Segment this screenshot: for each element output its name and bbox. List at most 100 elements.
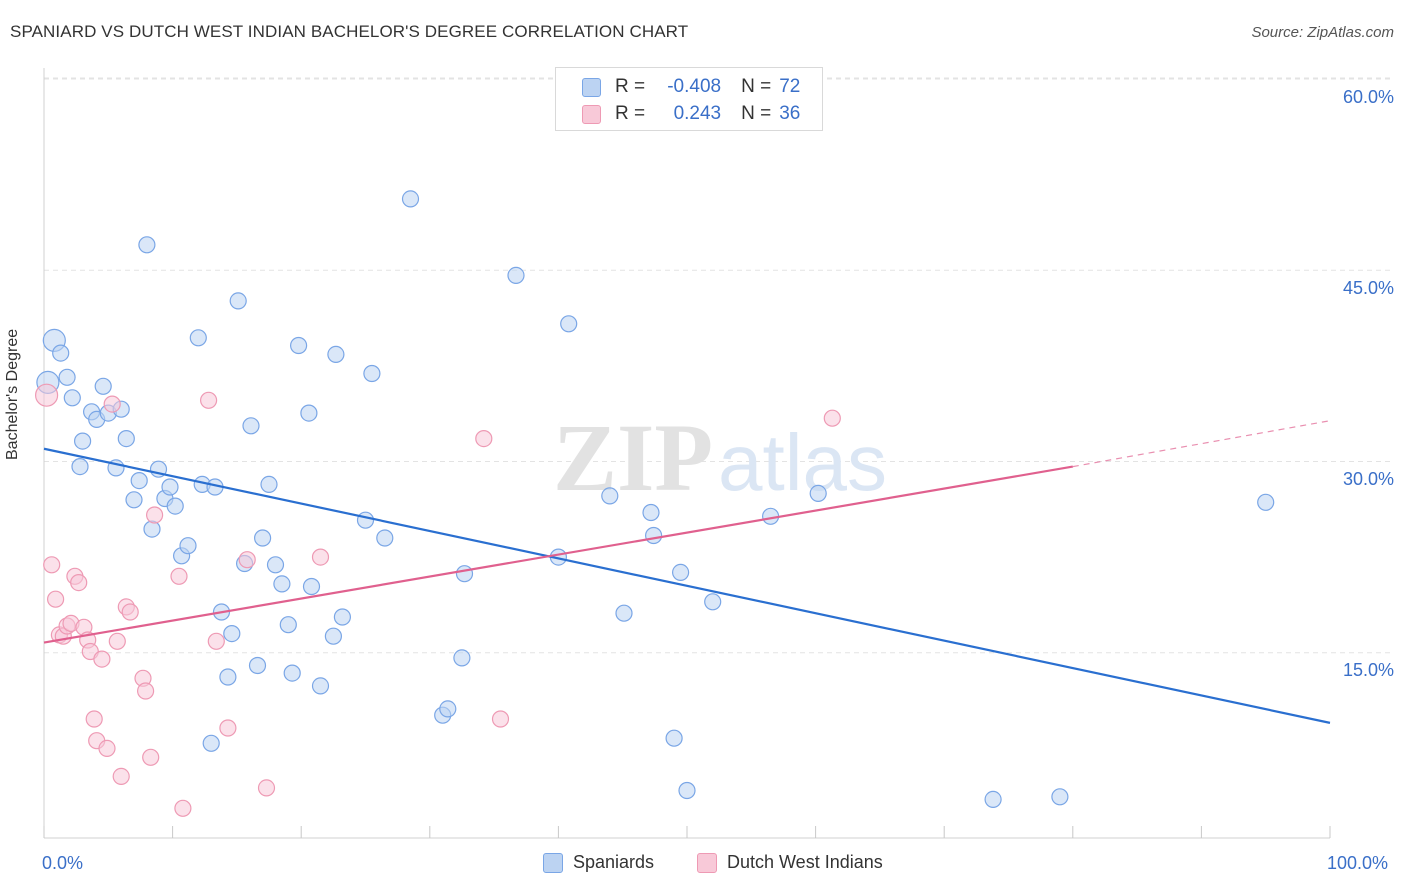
dutch-west-indians-point — [98, 739, 116, 758]
spaniards-point — [130, 472, 148, 490]
watermark-layer: ZIP atlas — [553, 404, 887, 511]
dutch-west-indians-trend-extension — [1072, 420, 1331, 468]
spaniards-point — [984, 790, 1002, 809]
spaniards-point — [58, 368, 76, 386]
spaniards-point — [376, 529, 394, 547]
dutch-west-indians-point — [142, 748, 160, 766]
legend-label-spaniards: Spaniards — [573, 852, 655, 872]
spaniards-point — [273, 575, 291, 593]
dutch-west-indians-point — [238, 551, 256, 569]
n-label: N = — [741, 76, 772, 97]
y-tick-label-15: 15.0% — [1342, 660, 1394, 680]
dutch-west-indians-point — [137, 682, 155, 700]
spaniards-point — [73, 432, 92, 450]
r-label: R = — [615, 76, 646, 97]
spaniards-point — [279, 616, 297, 634]
spaniards-point — [311, 677, 330, 695]
r-value: -0.408 — [667, 76, 722, 97]
spaniards-point — [179, 537, 197, 555]
spaniards-point — [455, 565, 474, 583]
spaniards-point — [363, 364, 381, 383]
y-tick-label-30: 30.0% — [1342, 469, 1394, 489]
spaniards-point — [219, 668, 237, 686]
dutch-west-indians-point — [43, 556, 61, 574]
dutch-west-indians-point — [475, 430, 493, 448]
dutch-west-indians-point — [257, 779, 276, 797]
spaniards-point — [138, 236, 156, 254]
dutch-west-indians-point — [93, 650, 111, 668]
dutch-west-indians-point — [70, 573, 88, 592]
dutch-west-indians-point — [146, 506, 164, 524]
y-axis-label: Bachelor's Degree — [4, 328, 21, 460]
spaniards-point — [283, 664, 301, 682]
spaniards-swatch — [582, 77, 601, 97]
dutch-west-indians-point — [174, 799, 192, 817]
points-layer — [34, 190, 1275, 817]
spaniards-point — [809, 484, 827, 502]
axis-layer — [43, 68, 1331, 839]
spaniards-point — [94, 377, 112, 395]
spaniards-point — [223, 624, 241, 643]
dutch-west-indians-point — [34, 383, 59, 407]
spaniards-point — [453, 649, 471, 667]
spaniards-point — [507, 266, 525, 284]
dutch-west-indians-point — [200, 391, 218, 409]
watermark-atlas: atlas — [718, 418, 887, 507]
dutch-west-indians-point — [108, 632, 126, 650]
n-label: N = — [741, 103, 772, 124]
legend-item-spaniards[interactable]: Spaniards — [543, 852, 654, 873]
spaniards-point — [300, 404, 318, 422]
spaniards-point — [327, 345, 345, 363]
spaniards-trend-line — [43, 447, 1331, 724]
spaniards-point — [560, 315, 578, 333]
spaniards-point — [439, 700, 457, 718]
stats-legend-row-spaniards: R = -0.408 N = 72 — [582, 74, 800, 100]
spaniards-point — [671, 563, 690, 582]
y-tick-label-45: 45.0% — [1342, 278, 1394, 298]
spaniards-point — [333, 608, 351, 626]
spaniards-point — [260, 475, 278, 493]
r-value: 0.243 — [673, 103, 722, 124]
spaniards-point — [266, 556, 285, 574]
dutch-west-indians-point — [823, 409, 841, 427]
r-label: R = — [615, 103, 646, 124]
stats-legend-row-dutch-west-indians: R = 0.243 N = 36 — [582, 101, 800, 127]
spaniards-point — [678, 781, 696, 800]
spaniards-legend-swatch — [543, 852, 563, 873]
dutch-west-indians-point — [112, 767, 130, 786]
spaniards-point — [290, 336, 308, 355]
watermark-zip: ZIP — [553, 404, 713, 511]
spaniards-point — [161, 478, 179, 496]
legend-item-dutch-west-indians[interactable]: Dutch West Indians — [697, 852, 883, 873]
spaniards-point — [117, 430, 135, 448]
spaniards-point — [166, 497, 184, 515]
dutch-west-indians-point — [46, 590, 65, 608]
spaniards-point — [1051, 788, 1069, 806]
spaniards-point — [615, 604, 633, 622]
x-tick-label-min: 0.0% — [42, 853, 84, 873]
n-value: 72 — [779, 76, 801, 97]
spaniards-point — [71, 458, 89, 476]
spaniards-point — [302, 577, 321, 596]
dutch-west-indians-point — [219, 719, 237, 737]
spaniards-point — [1257, 493, 1275, 511]
dutch-west-indians-point — [121, 603, 139, 621]
spaniards-point — [125, 491, 143, 509]
chart-title: SPANIARD VS DUTCH WEST INDIAN BACHELOR'S… — [10, 22, 689, 41]
legend-label-dutch-west-indians: Dutch West Indians — [727, 852, 883, 872]
spaniards-point — [248, 656, 267, 675]
source-credit: Source: ZipAtlas.com — [1251, 24, 1394, 41]
dutch-west-indians-swatch — [582, 104, 601, 124]
spaniards-point — [242, 417, 260, 435]
dutch-west-indians-point — [103, 395, 121, 413]
spaniards-point — [324, 627, 342, 645]
dutch-west-indians-legend-swatch — [697, 852, 717, 873]
spaniards-point — [143, 520, 161, 538]
dutch-west-indians-point — [85, 710, 103, 728]
spaniards-point — [401, 190, 420, 208]
dutch-west-indians-point — [491, 710, 510, 728]
spaniards-point — [189, 329, 207, 347]
n-value: 36 — [779, 103, 801, 124]
spaniards-point — [665, 729, 683, 747]
